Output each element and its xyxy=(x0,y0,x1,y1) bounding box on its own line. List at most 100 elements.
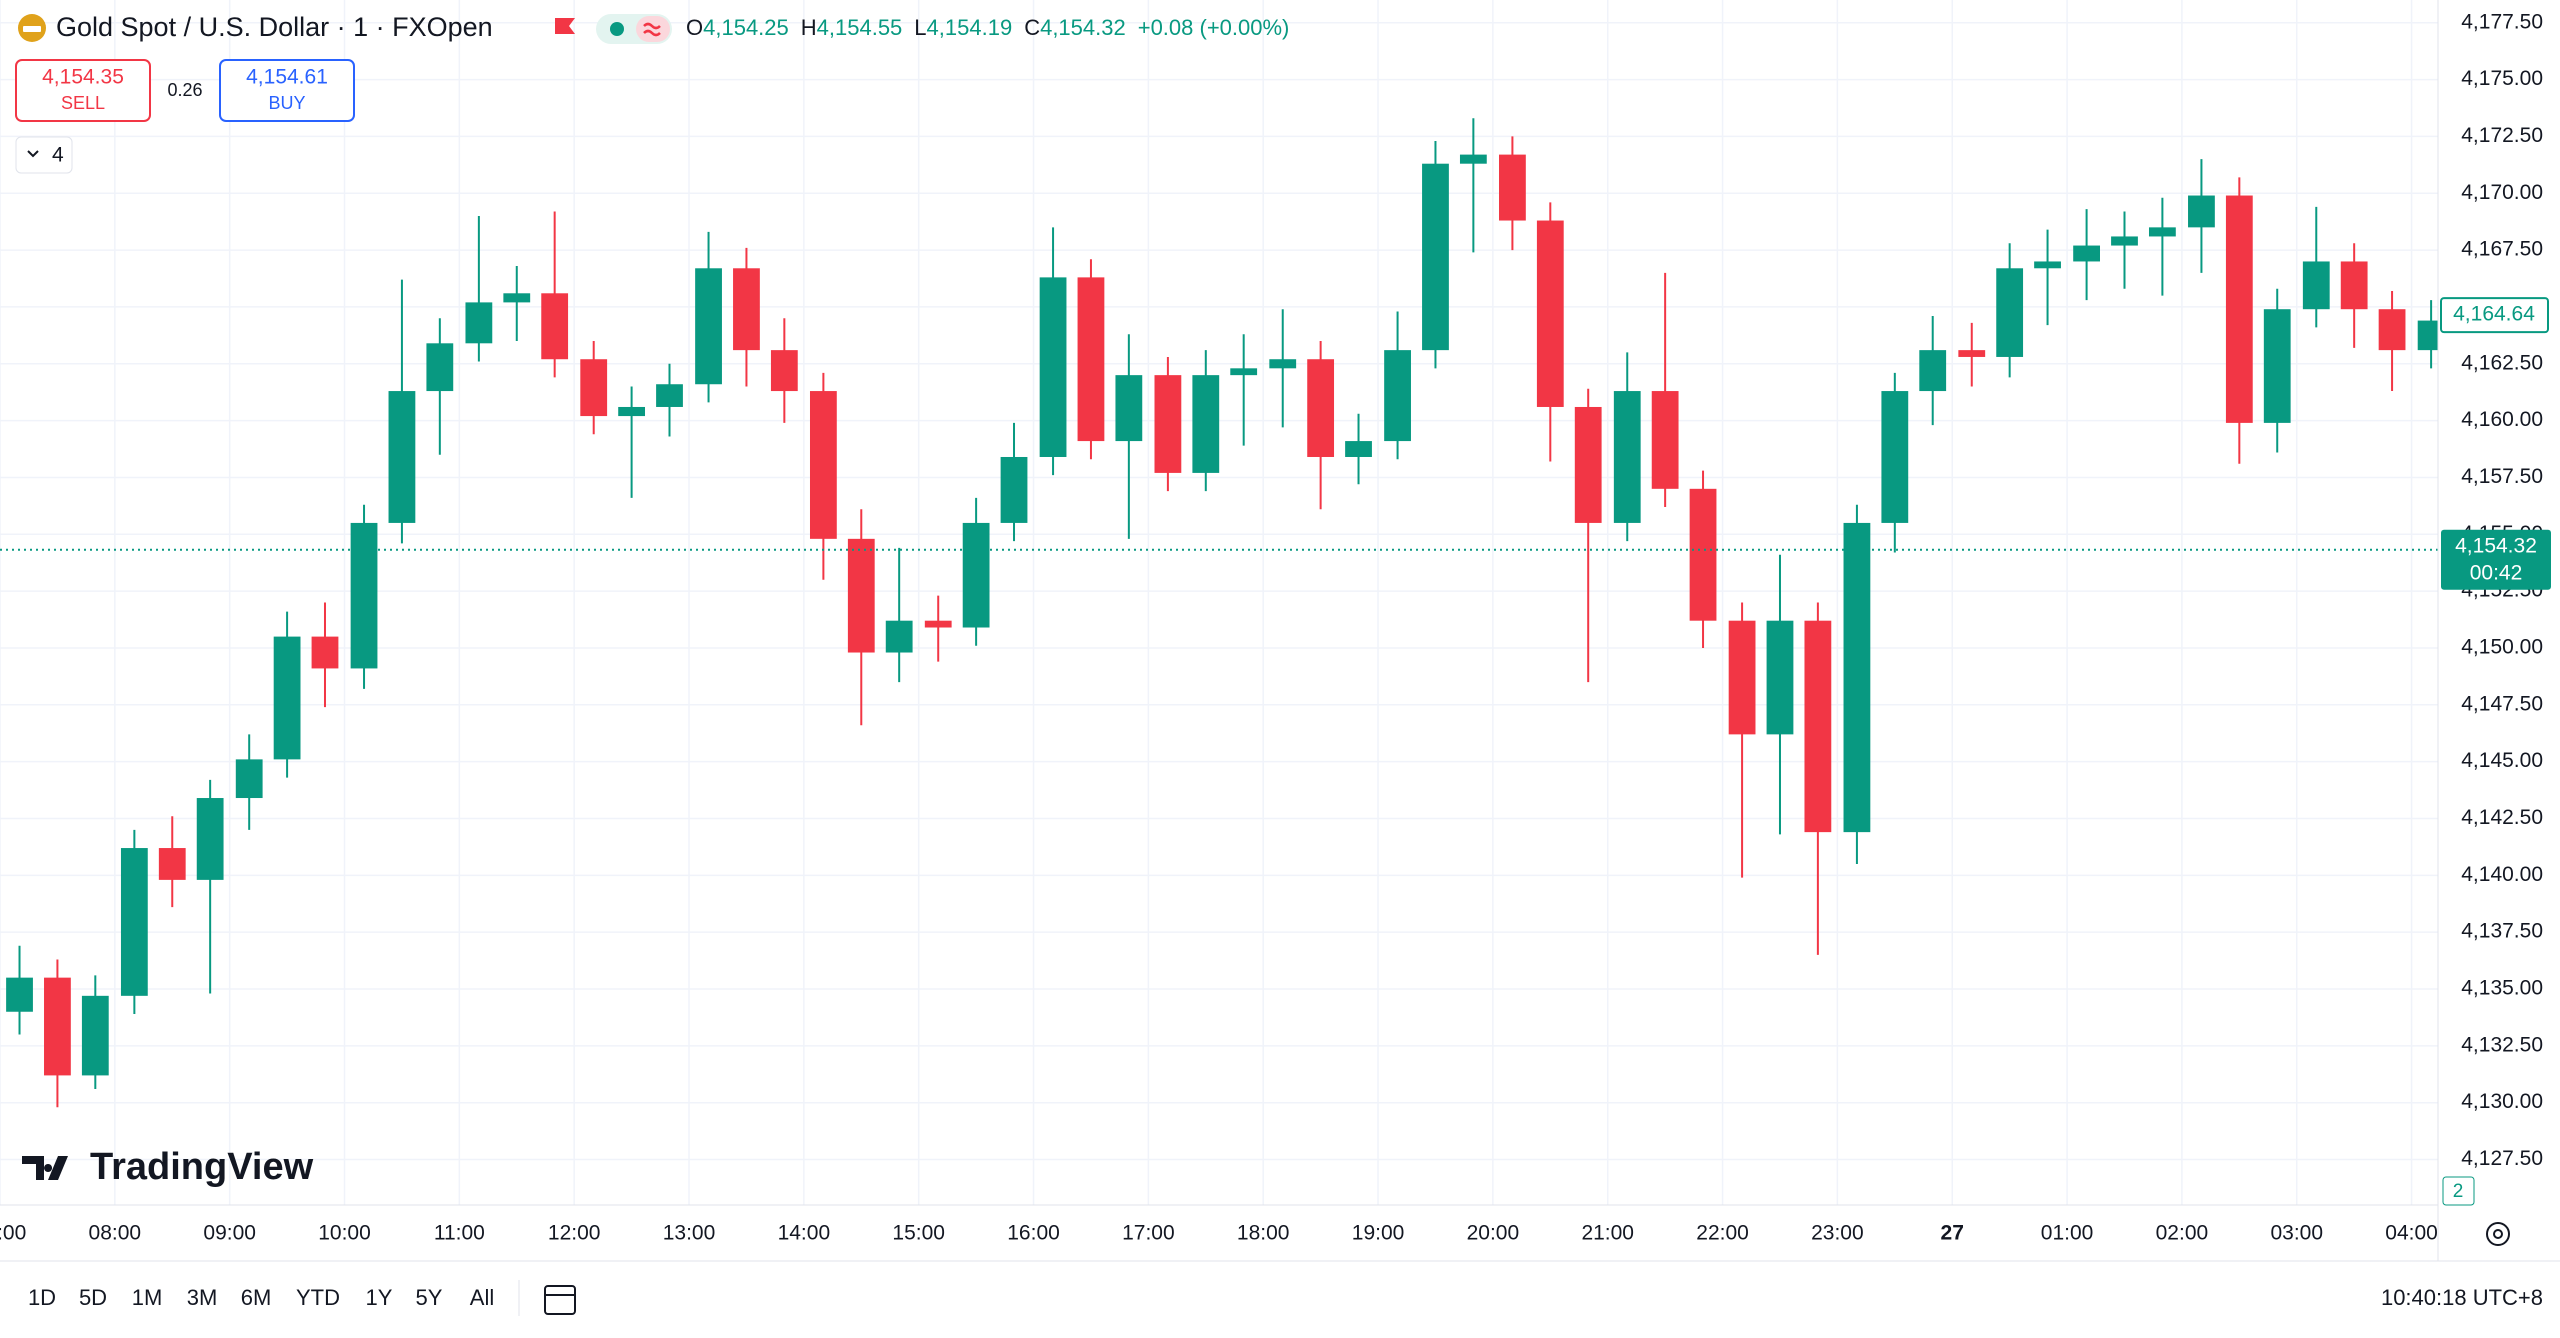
x-tick-label: 12:00 xyxy=(548,1222,601,1245)
ohlc-legend: O4,154.25 H4,154.55 L4,154.19 C4,154.32 +0.0… xyxy=(686,15,1289,40)
indicators-toggle[interactable] xyxy=(15,136,73,174)
range-button[interactable]: 1D xyxy=(28,1285,56,1310)
range-button[interactable]: YTD xyxy=(296,1285,340,1310)
candle-body xyxy=(1651,391,1679,489)
ohlc-key: C xyxy=(1024,15,1040,40)
candle-body xyxy=(2225,195,2253,423)
range-button[interactable]: 1M xyxy=(132,1285,163,1310)
last-price-box xyxy=(2441,529,2551,590)
candle-body xyxy=(1958,350,1986,357)
candle-body xyxy=(2263,309,2291,423)
candle-body xyxy=(120,848,148,996)
range-button[interactable]: 5D xyxy=(79,1285,107,1310)
chevron-icon xyxy=(27,150,39,158)
candle-body xyxy=(580,359,608,417)
x-tick-label: 16:00 xyxy=(1007,1222,1060,1245)
candles xyxy=(6,118,2438,1108)
candle-body xyxy=(465,302,493,344)
marker-price-label: 4,164.64 xyxy=(2453,303,2535,326)
axes: 4,127.50 4,130.00 4,132.50 4,135.00 4,137.50… xyxy=(0,10,2551,1245)
toolbar: 1D 5D 1M 3M 6M YTD 1Y 5Y All xyxy=(28,1285,494,1310)
delay-badge xyxy=(636,16,670,42)
y-tick-label: 4,142.50 xyxy=(2461,806,2543,829)
candle-body xyxy=(1000,456,1028,523)
candle-body xyxy=(235,759,263,799)
candle-body xyxy=(1536,220,1564,407)
sell-price: 4,154.35 xyxy=(42,66,124,89)
sell-button[interactable] xyxy=(15,59,151,122)
ohlc-value: 4,154.32 xyxy=(1040,15,1126,40)
range-button[interactable]: All xyxy=(470,1285,494,1310)
y-tick-label: 4,132.50 xyxy=(2461,1033,2543,1056)
settings-icon[interactable] xyxy=(2486,1222,2510,1246)
x-tick-label: 02:00 xyxy=(2156,1222,2209,1245)
delay-icon xyxy=(643,22,661,37)
candle-body xyxy=(1345,441,1372,457)
y-tick-label: 4,170.00 xyxy=(2461,181,2543,204)
market-open-dot xyxy=(610,22,624,36)
ohlc-key: L xyxy=(914,15,926,40)
candle-body xyxy=(1499,154,1526,221)
candle-body xyxy=(503,293,531,303)
x-tick-label: 18:00 xyxy=(1237,1222,1290,1245)
buy-label: BUY xyxy=(268,93,305,113)
y-tick-label: 4,177.50 xyxy=(2461,10,2543,33)
candle-body xyxy=(885,620,913,653)
candle-body xyxy=(1192,375,1220,473)
y-tick-label: 4,167.50 xyxy=(2461,238,2543,261)
ohlc-key: O xyxy=(686,15,703,40)
x-tick-label: 15:00 xyxy=(892,1222,945,1245)
y-tick-label: 4,162.50 xyxy=(2461,351,2543,374)
x-tick-label: 08:00 xyxy=(89,1222,142,1245)
x-tick-label: 22:00 xyxy=(1696,1222,1749,1245)
countdown: 00:42 xyxy=(2470,561,2523,584)
x-tick-label: 01:00 xyxy=(2041,1222,2094,1245)
badge[interactable] xyxy=(2442,1176,2475,1206)
y-tick-label: 4,145.00 xyxy=(2461,749,2543,772)
candle-body xyxy=(733,268,760,351)
candle-body xyxy=(1459,154,1487,164)
ohlc-key: H xyxy=(801,15,817,40)
flag-icon[interactable] xyxy=(555,18,575,34)
x-tick-label: 07:00 xyxy=(0,1222,26,1245)
candle-body xyxy=(618,406,646,417)
x-tick-label: 04:00 xyxy=(2385,1222,2438,1245)
marker-price-box xyxy=(2440,297,2549,334)
candle-body xyxy=(1115,375,1143,442)
logo-text: TradingView xyxy=(90,1146,314,1188)
logo-mark xyxy=(22,1156,68,1180)
range-button[interactable]: 3M xyxy=(187,1285,218,1310)
candle-body xyxy=(6,977,33,1012)
candle-body xyxy=(1689,488,1717,621)
range-button[interactable]: 5Y xyxy=(416,1285,443,1310)
symbol-title[interactable]: Gold Spot / U.S. Dollar · 1 · FXOpen xyxy=(56,12,493,42)
candle-body xyxy=(847,538,875,653)
clock[interactable]: 10:40:18 UTC+8 xyxy=(2381,1285,2543,1310)
candle-body xyxy=(1422,163,1449,351)
y-tick-label: 4,160.00 xyxy=(2461,408,2543,431)
candle-body xyxy=(2340,261,2368,310)
candle-body xyxy=(1881,391,1909,523)
x-tick-label: 14:00 xyxy=(778,1222,831,1245)
y-tick-label: 4,135.00 xyxy=(2461,977,2543,1000)
candle-body xyxy=(1613,391,1641,523)
candle-body xyxy=(158,848,186,880)
candle-body xyxy=(924,620,952,628)
x-tick-label: 21:00 xyxy=(1581,1222,1634,1245)
candle-body xyxy=(1039,277,1067,457)
range-button[interactable]: 1Y xyxy=(366,1285,393,1310)
last-price-label: 4,154.32 xyxy=(2455,534,2537,557)
y-tick-label: 4,147.50 xyxy=(2461,692,2543,715)
y-tick-label: 4,157.50 xyxy=(2461,465,2543,488)
candle-body xyxy=(2378,309,2406,351)
range-button[interactable]: 6M xyxy=(241,1285,272,1310)
x-tick-label: 13:00 xyxy=(663,1222,716,1245)
change: +0.08 (+0.00%) xyxy=(1138,15,1290,40)
y-tick-label: 4,130.00 xyxy=(2461,1090,2543,1113)
buy-button[interactable] xyxy=(219,59,355,122)
y-tick-label: 4,172.50 xyxy=(2461,124,2543,147)
candle-body xyxy=(273,636,301,760)
goto-date-icon[interactable] xyxy=(544,1285,576,1315)
